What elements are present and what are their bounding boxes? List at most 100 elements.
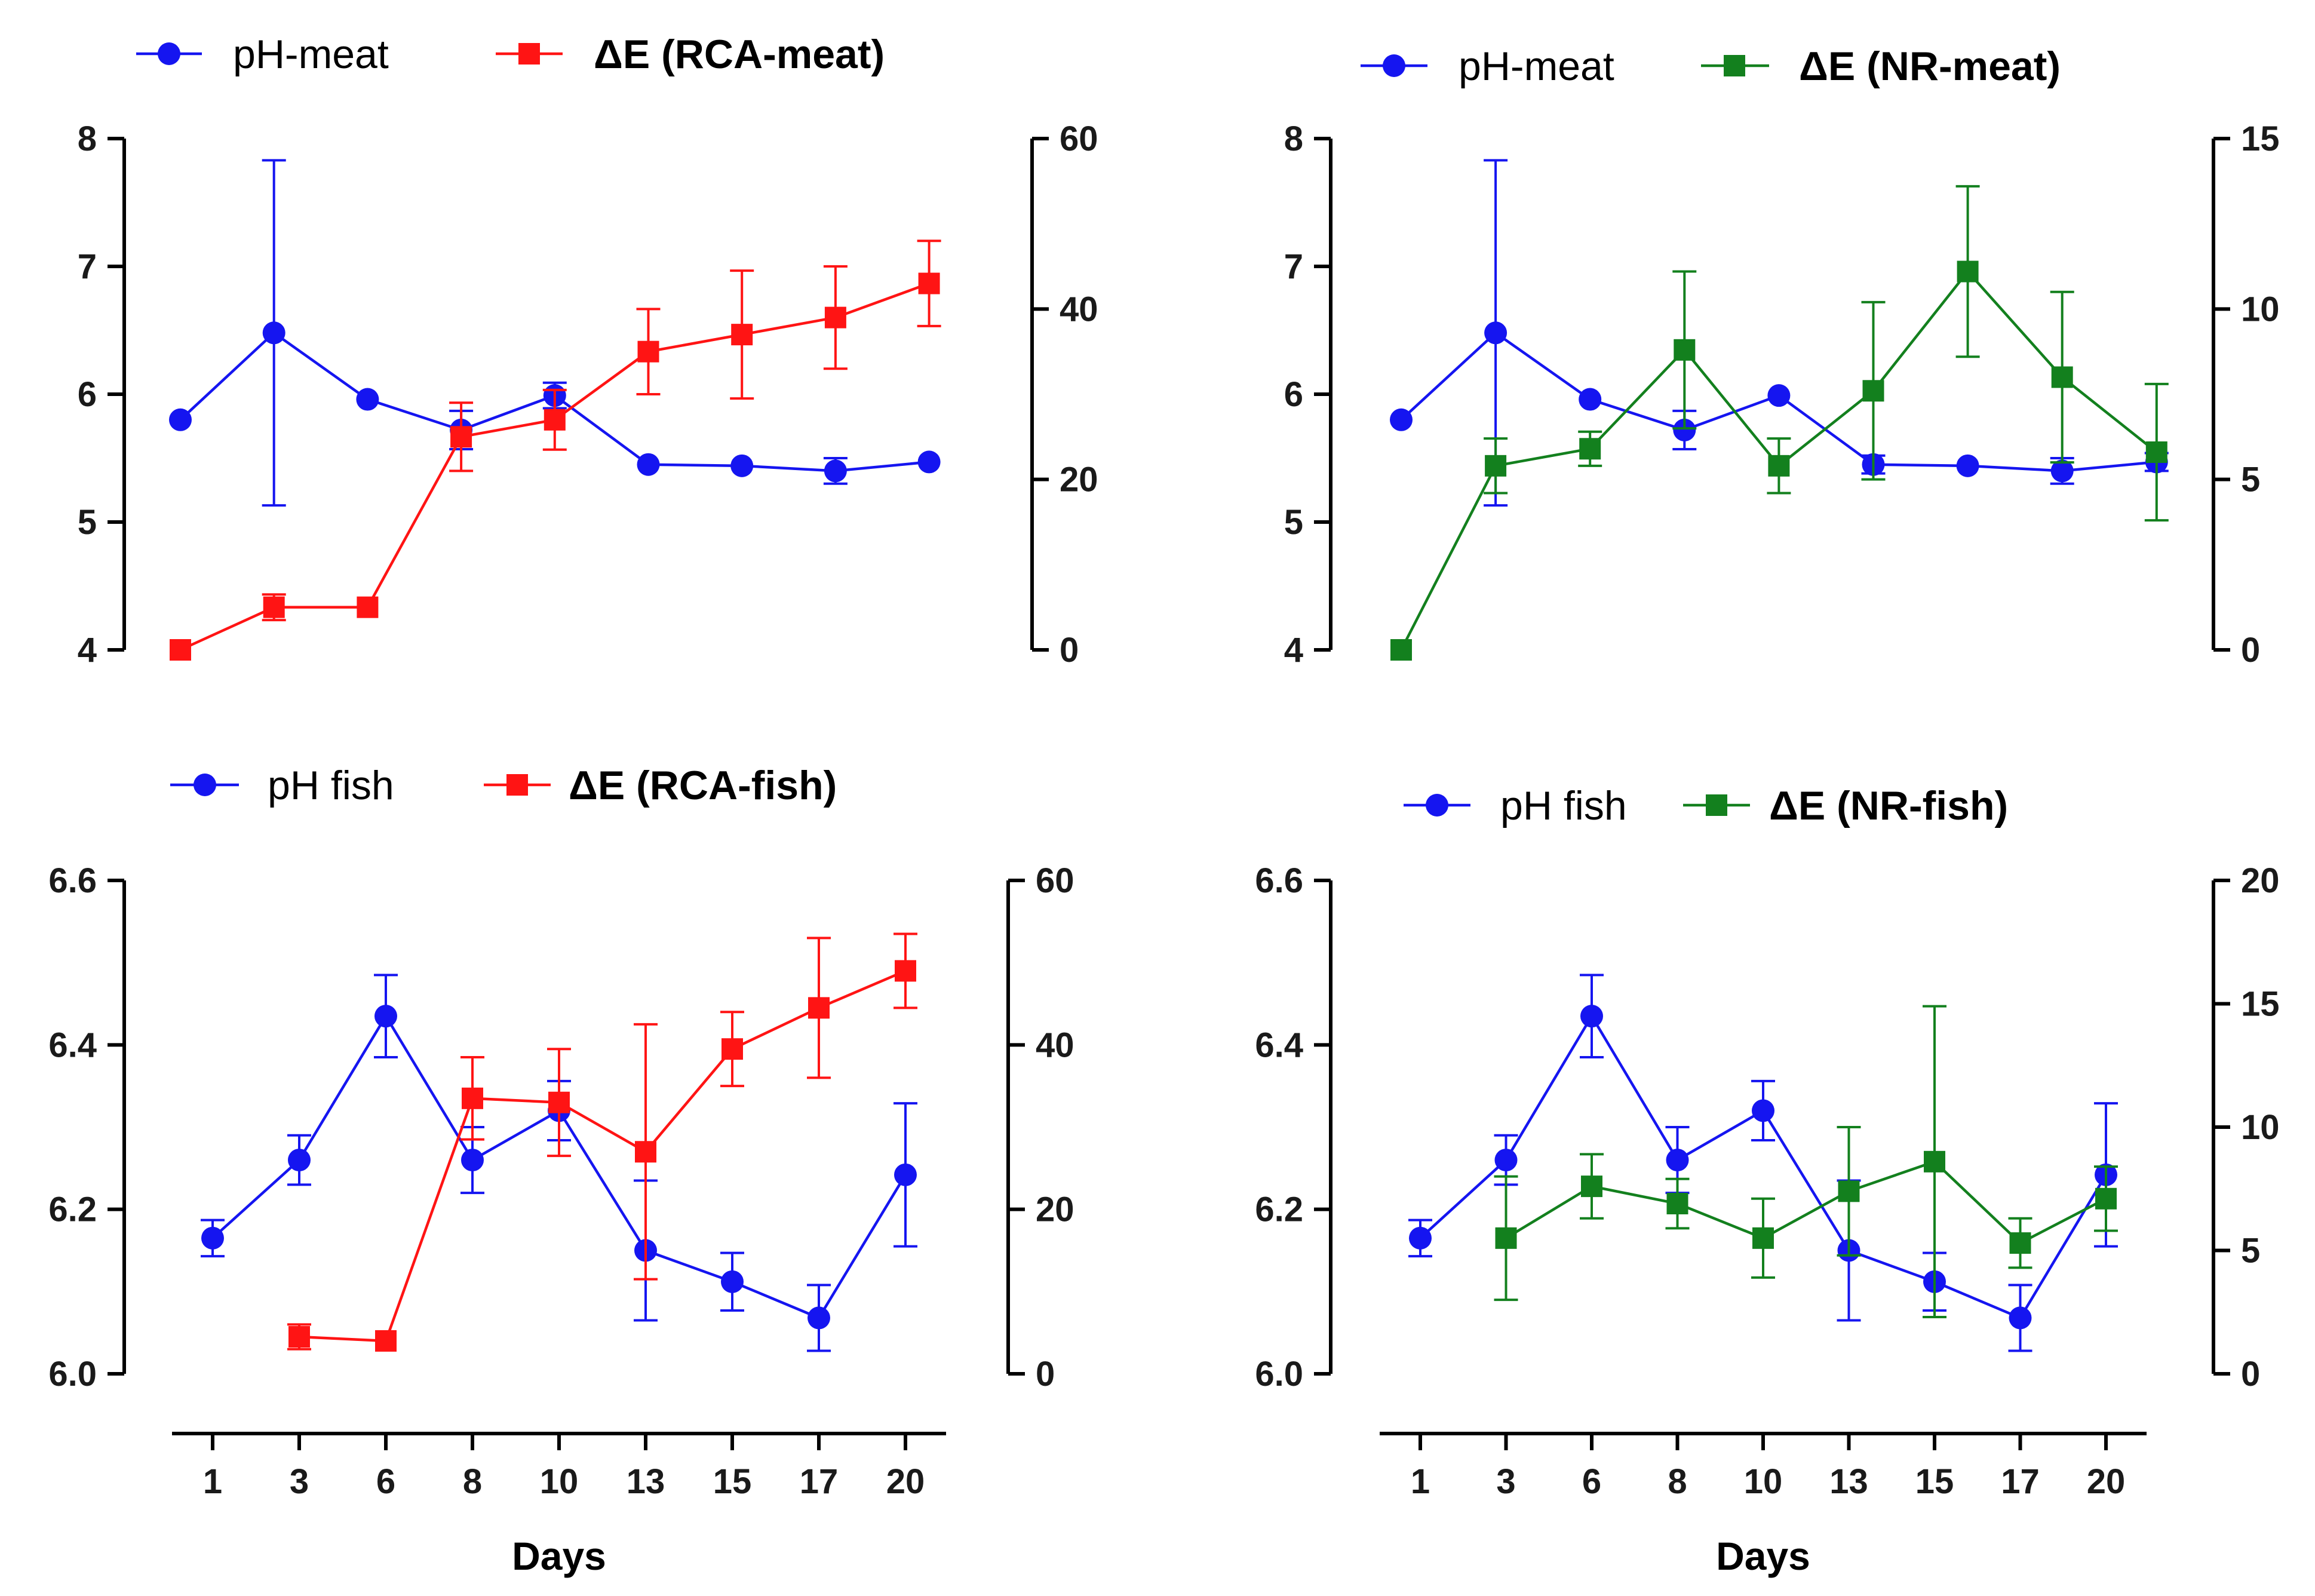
data-point-circle (201, 1226, 224, 1250)
series-line (1505, 1160, 2107, 1245)
legend-item: pH fish (1404, 783, 1627, 828)
data-point-square (824, 306, 846, 329)
data-point-square (731, 324, 753, 346)
data-point-square (1485, 455, 1507, 477)
series-ΔE (RCA-meat) (170, 240, 941, 661)
left-y-tick-label: 4 (78, 631, 97, 670)
series-ΔE (NR-meat) (1390, 185, 2169, 661)
series-pH fish (1408, 974, 2118, 1352)
data-point-circle (169, 408, 192, 431)
data-point-circle (1956, 454, 1979, 477)
x-tick-label: 20 (2087, 1462, 2126, 1501)
data-point-circle (1494, 1149, 1518, 1172)
right-y-tick-label: 15 (2241, 119, 2280, 158)
right-y-tick-label: 10 (2241, 1108, 2280, 1147)
x-tick-label: 13 (627, 1462, 665, 1501)
legend: pH fish ΔE (NR-fish) (1404, 783, 2008, 828)
x-tick-label: 6 (1582, 1462, 1601, 1501)
legend-item: ΔE (RCA-meat) (496, 32, 885, 77)
data-point-square (263, 596, 285, 618)
data-point-circle (730, 454, 754, 477)
x-tick-label: 1 (203, 1462, 222, 1501)
data-point-circle (1666, 1149, 1689, 1172)
data-point-square (635, 1141, 656, 1163)
data-point-circle (917, 450, 941, 474)
legend-label: pH-meat (1459, 44, 1614, 89)
right-y-tick-label: 10 (2241, 290, 2280, 329)
series-line (299, 969, 906, 1343)
chart-panel-top-left: 4 5 6 7 8 0 20 40 60 pH-meat ΔE (RCA-meat) (78, 32, 1098, 670)
legend-label: pH fish (268, 763, 394, 808)
data-point-square (1838, 1180, 1860, 1202)
series-pH fish (201, 974, 917, 1352)
data-point-square (2145, 441, 2167, 464)
legend-swatch-circle (1426, 794, 1448, 817)
legend-swatch-square (1706, 794, 1727, 816)
data-point-square (1752, 1227, 1774, 1249)
x-tick-label: 10 (1744, 1462, 1783, 1501)
data-point-square (1957, 260, 1979, 283)
x-tick-label: 3 (290, 1462, 309, 1501)
right-y-tick-label: 0 (1060, 631, 1079, 670)
x-tick-label: 6 (376, 1462, 395, 1501)
legend-item: pH fish (170, 763, 394, 808)
left-y-tick-label: 6.2 (48, 1190, 97, 1229)
x-axis-title: Days (1716, 1534, 1810, 1578)
data-point-square (2051, 366, 2073, 388)
x-axis-title: Days (512, 1534, 606, 1578)
data-point-square (721, 1038, 743, 1060)
right-y-tick-label: 20 (2241, 861, 2280, 900)
right-y-tick-label: 5 (2241, 1232, 2260, 1270)
legend-swatch-square (518, 43, 540, 65)
data-point-circle (2009, 1306, 2032, 1330)
legend-item: ΔE (NR-fish) (1683, 783, 2008, 828)
left-y-tick-label: 8 (1284, 119, 1303, 158)
legend-swatch-circle (194, 774, 216, 796)
data-point-circle (1390, 408, 1413, 431)
data-point-circle (1484, 321, 1507, 345)
legend-swatch-circle (1383, 54, 1405, 77)
legend-item: pH-meat (136, 32, 389, 77)
left-y-tick-label: 5 (78, 503, 97, 542)
data-point-square (808, 997, 830, 1019)
legend-swatch-circle (158, 42, 180, 65)
x-tick-label: 1 (1411, 1462, 1430, 1501)
legend: pH-meat ΔE (RCA-meat) (136, 32, 885, 77)
chart-panel-top-right: 4 5 6 7 8 0 5 10 15 pH-meat ΔE (NR-meat) (1284, 44, 2280, 670)
right-y-tick-label: 0 (2241, 631, 2260, 670)
data-point-circle (461, 1149, 484, 1172)
data-point-circle (637, 453, 660, 476)
data-point-square (462, 1087, 483, 1109)
x-tick-label: 3 (1496, 1462, 1515, 1501)
data-point-circle (1409, 1226, 1432, 1250)
data-point-square (548, 1091, 570, 1113)
right-y-tick-label: 0 (2241, 1355, 2260, 1394)
data-point-circle (721, 1270, 744, 1293)
right-y-tick-label: 60 (1036, 861, 1074, 900)
data-point-circle (1579, 388, 1602, 411)
x-tick-label: 15 (713, 1462, 752, 1501)
legend-swatch-square (506, 774, 528, 796)
left-y-tick-label: 6.0 (1255, 1355, 1303, 1394)
data-point-circle (288, 1149, 311, 1172)
right-y-tick-label: 60 (1060, 119, 1098, 158)
data-point-square (1674, 339, 1696, 361)
data-point-circle (1767, 384, 1791, 407)
legend-label: ΔE (RCA-meat) (594, 32, 885, 77)
data-point-square (450, 426, 472, 448)
x-tick-label: 15 (1915, 1462, 1954, 1501)
data-point-square (1579, 438, 1601, 460)
legend-item: pH-meat (1361, 44, 1614, 89)
data-point-square (1862, 380, 1884, 402)
right-y-tick-label: 40 (1036, 1026, 1074, 1064)
right-y-tick-label: 0 (1036, 1355, 1055, 1394)
legend-label: ΔE (RCA-fish) (569, 763, 837, 808)
data-point-circle (262, 321, 285, 345)
left-y-tick-label: 6.6 (48, 861, 97, 900)
legend: pH-meat ΔE (NR-meat) (1361, 44, 2061, 89)
legend-item: ΔE (RCA-fish) (484, 763, 837, 808)
right-y-tick-label: 20 (1060, 461, 1098, 499)
data-point-circle (808, 1306, 830, 1330)
